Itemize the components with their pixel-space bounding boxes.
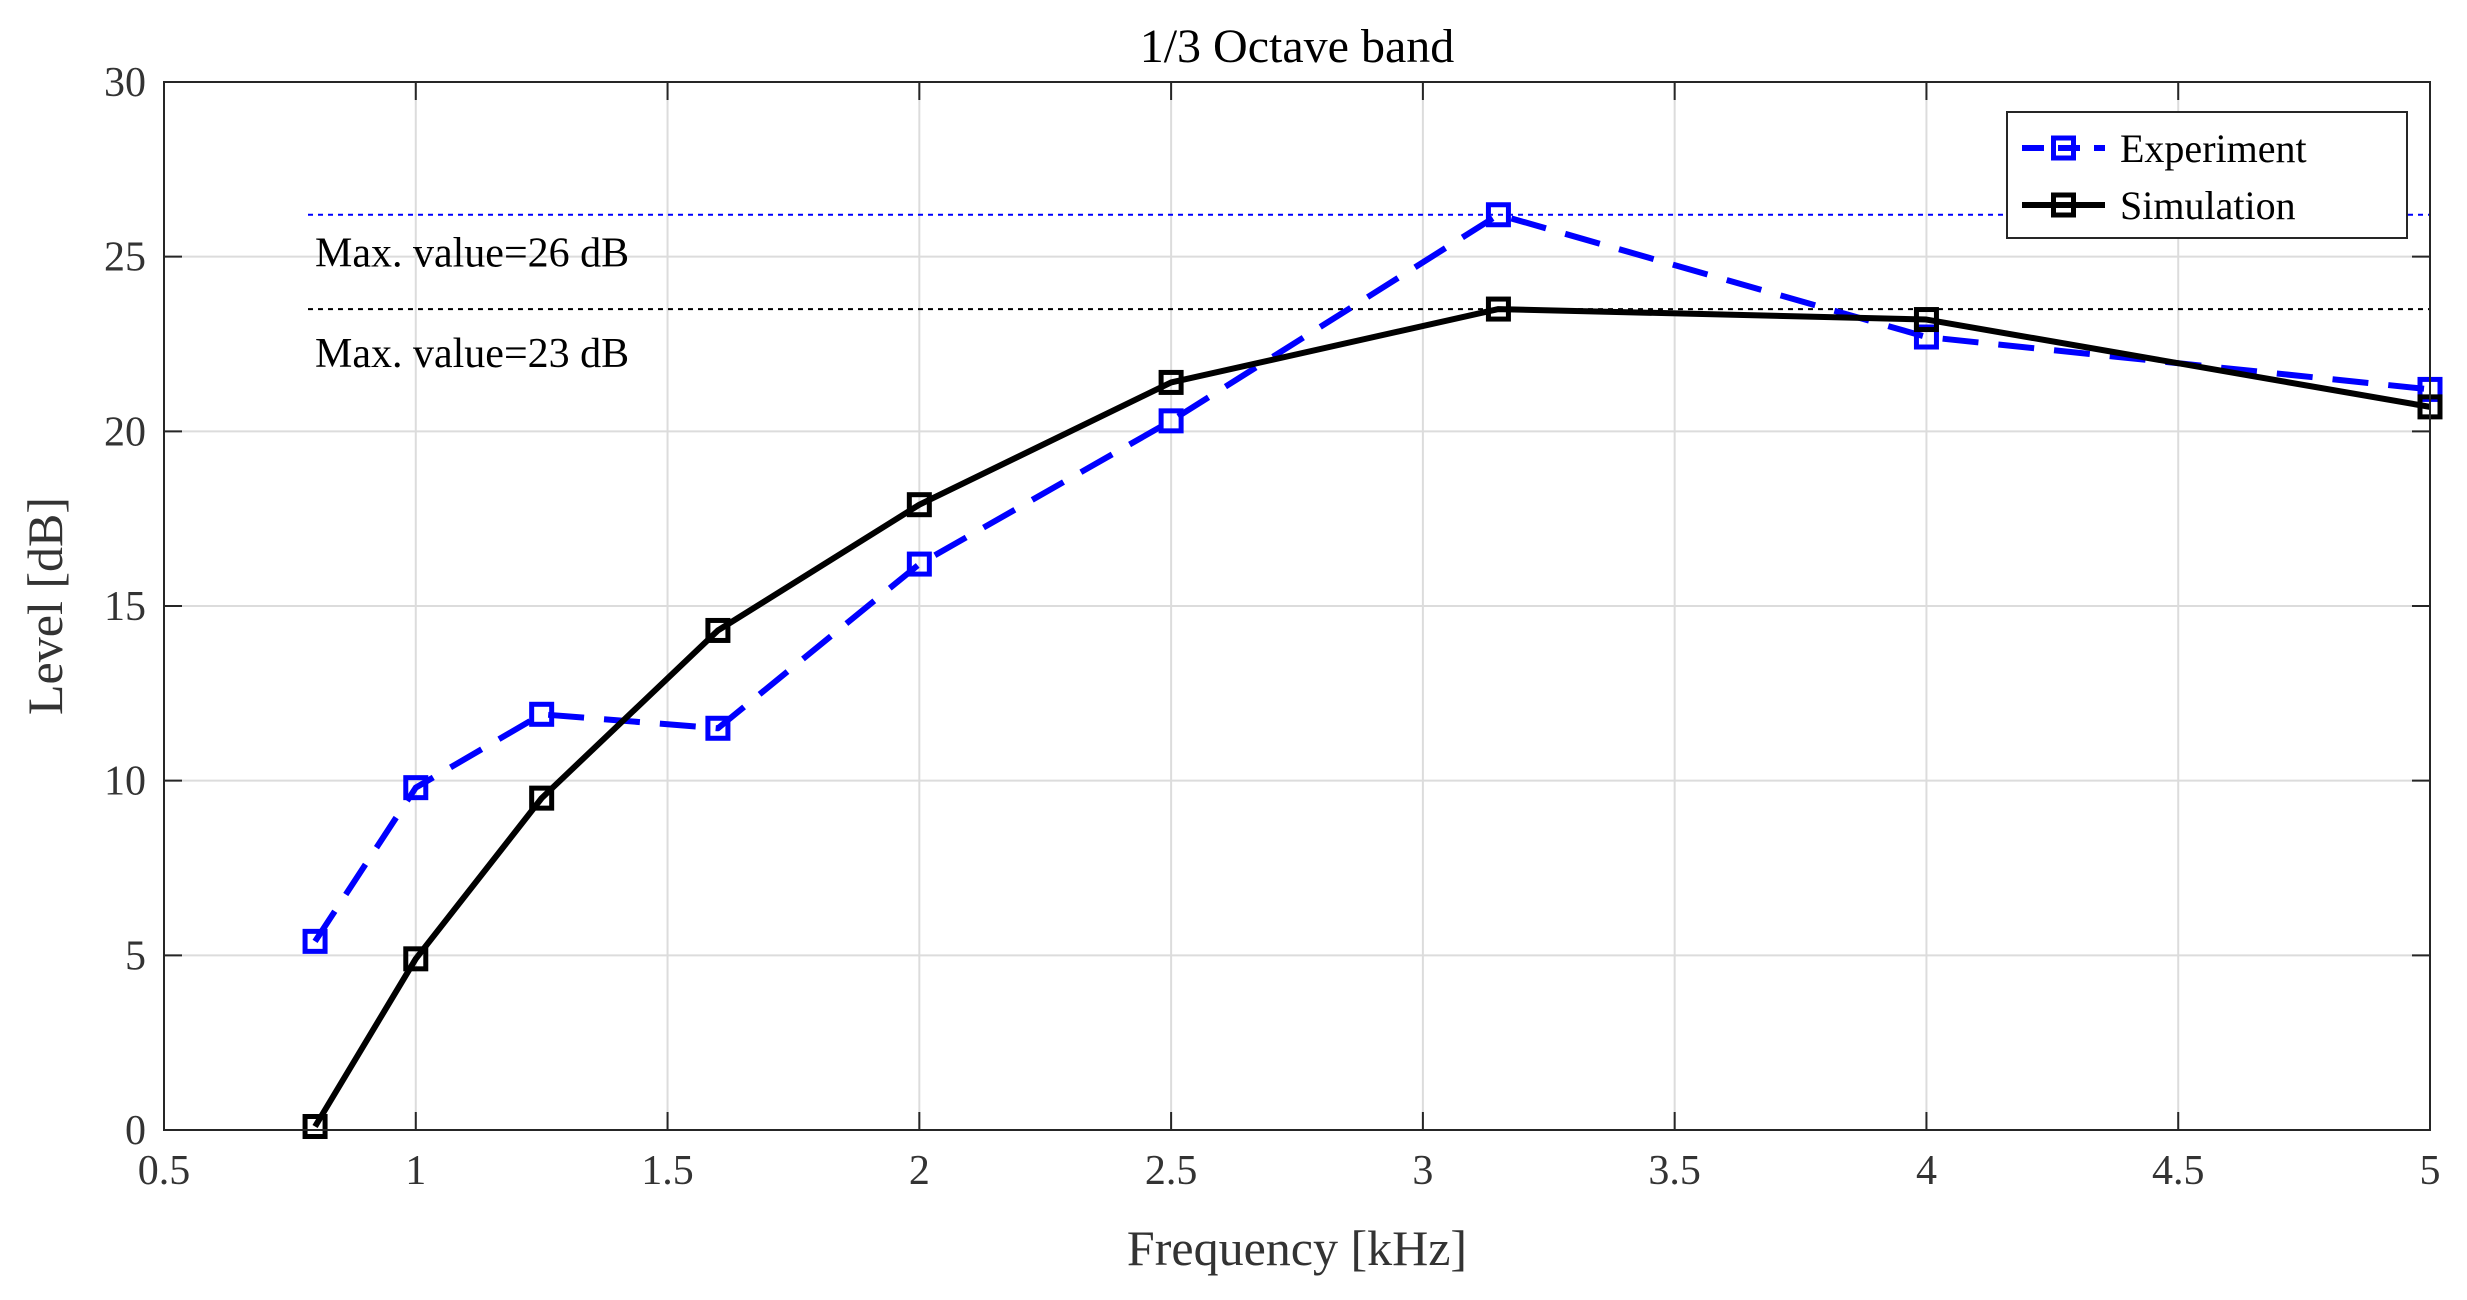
x-tick-label: 5 — [2420, 1148, 2441, 1194]
simulation-point — [705, 617, 731, 643]
experiment-point — [302, 928, 328, 954]
max-value-annotation: Max. value=23 dB — [315, 331, 629, 377]
legend: Experiment Simulation — [2006, 111, 2408, 239]
reference-lines: Max. value=26 dB Max. value=23 dB — [308, 213, 2430, 377]
x-tick-label: 2 — [909, 1148, 930, 1194]
simulation-point — [1485, 296, 1511, 322]
y-tick-label: 30 — [104, 60, 146, 106]
x-tick-label: 3.5 — [1648, 1148, 1701, 1194]
x-tick-label: 4.5 — [2152, 1148, 2205, 1194]
x-tick-label: 1 — [405, 1148, 426, 1194]
legend-label-experiment: Experiment — [2120, 126, 2307, 171]
experiment-line — [312, 211, 2431, 944]
legend-marker-experiment — [2051, 135, 2076, 161]
simulation-point — [403, 946, 429, 972]
experiment-point — [1485, 202, 1511, 228]
y-tick-label: 20 — [104, 409, 146, 455]
y-tick-label: 0 — [125, 1108, 146, 1154]
y-tick-label: 10 — [104, 759, 146, 805]
simulation-line — [312, 306, 2431, 1129]
experiment-point — [906, 551, 932, 577]
legend-label-simulation: Simulation — [2120, 183, 2296, 228]
simulation-point — [1158, 369, 1184, 395]
y-tick-label: 5 — [125, 933, 146, 979]
experiment-point — [1913, 324, 1939, 350]
x-tick-label: 2.5 — [1145, 1148, 1198, 1194]
simulation-point — [529, 785, 555, 811]
experiment-point — [1158, 408, 1184, 434]
y-axis-label: Level [dB] — [17, 497, 73, 715]
series-simulation — [302, 296, 2443, 1140]
series-layer — [302, 202, 2443, 1140]
max-value-annotation: Max. value=26 dB — [315, 231, 629, 277]
y-tick-label: 25 — [104, 235, 146, 281]
experiment-point — [403, 775, 429, 801]
x-tick-label: 3 — [1412, 1148, 1433, 1194]
simulation-point — [1913, 307, 1939, 333]
legend-marker-simulation — [2051, 192, 2076, 218]
x-tick-label: 0.5 — [138, 1148, 191, 1194]
x-tick-label: 1.5 — [641, 1148, 694, 1194]
y-tick-label: 15 — [104, 584, 146, 630]
series-experiment — [302, 202, 2443, 954]
simulation-point — [302, 1114, 328, 1140]
simulation-point — [906, 492, 932, 518]
experiment-point — [529, 701, 555, 727]
chart-title: 1/3 Octave band — [1140, 20, 1455, 73]
ticks: 0.5 1 1.5 2 2.5 3 3.5 4 4.5 5 0 5 10 15 20 25 30 — [104, 60, 2441, 1194]
x-tick-label: 4 — [1916, 1148, 1937, 1194]
experiment-point — [705, 715, 731, 741]
x-axis-label: Frequency [kHz] — [1127, 1220, 1467, 1276]
